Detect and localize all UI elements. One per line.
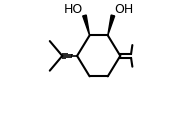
- Text: HO: HO: [63, 3, 83, 16]
- Polygon shape: [108, 16, 115, 36]
- Polygon shape: [83, 16, 90, 36]
- Text: OH: OH: [115, 3, 134, 16]
